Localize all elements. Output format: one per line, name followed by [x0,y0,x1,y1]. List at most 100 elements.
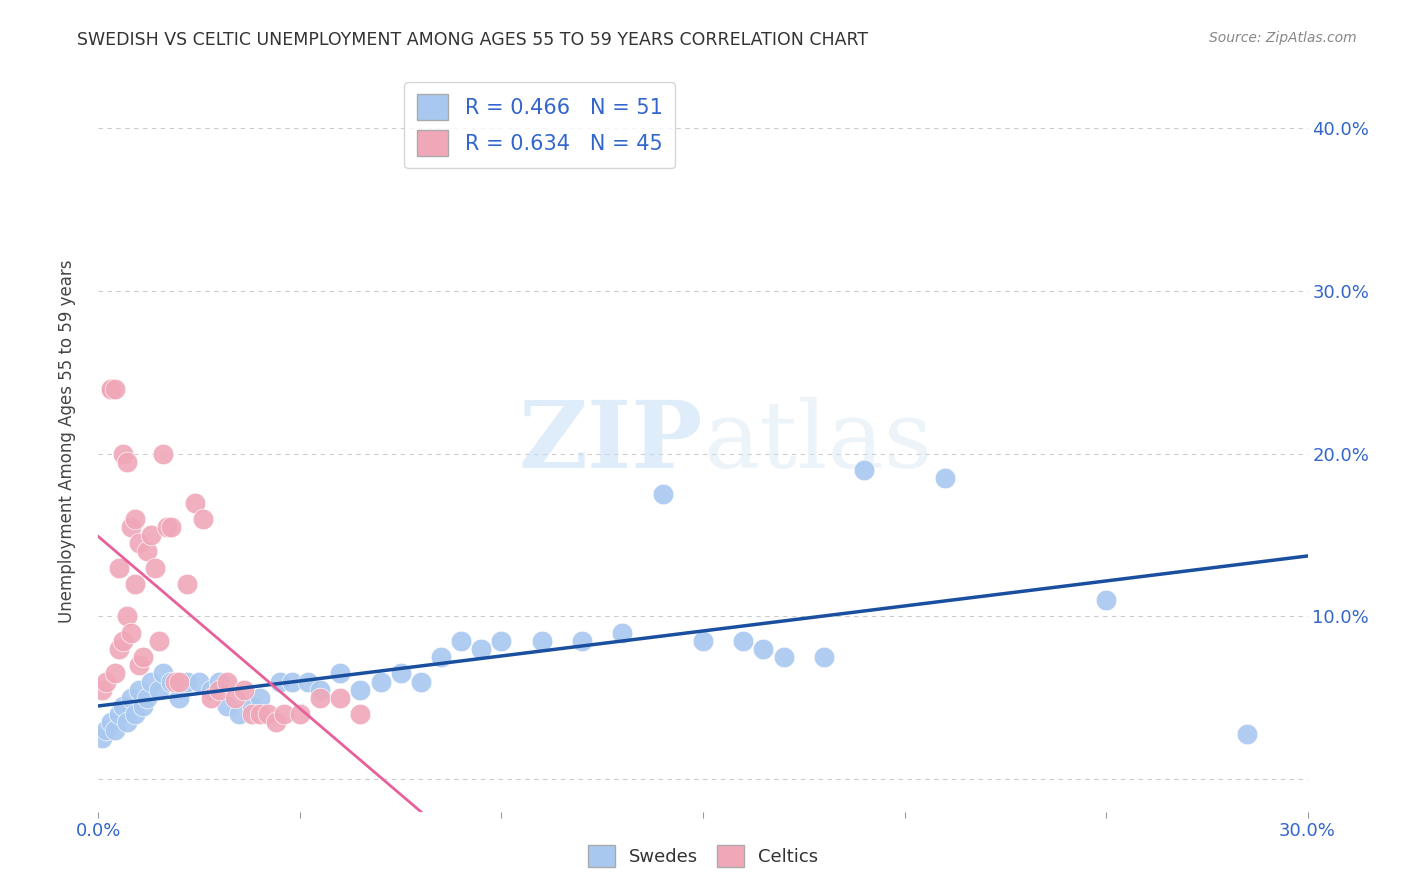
Point [107,642,129,657]
Point [160,674,183,689]
Point [184,495,207,509]
Point [349,682,371,697]
Point [273,707,295,722]
Point [409,674,432,689]
Point [288,707,311,722]
Point [309,682,332,697]
Point [934,471,956,485]
Point [152,447,174,461]
Point [167,674,190,689]
Point [132,650,155,665]
Point [111,447,134,461]
Point [128,682,150,697]
Point [813,650,835,665]
Point [208,674,231,689]
Point [91,682,114,697]
Point [120,625,142,640]
Point [135,690,157,705]
Point [103,723,125,738]
Point [124,577,146,591]
Point [349,707,371,722]
Point [309,690,332,705]
Point [208,682,231,697]
Point [120,690,142,705]
Point [232,682,254,697]
Point [1236,726,1258,740]
Point [281,674,304,689]
Point [193,512,215,526]
Point [148,633,170,648]
Point [188,674,211,689]
Point [470,642,492,657]
Point [148,682,170,697]
Point [200,690,222,705]
Point [100,382,122,396]
Point [143,560,166,574]
Point [124,512,146,526]
Point [249,707,271,722]
Point [571,633,593,648]
Point [224,690,246,705]
Point [651,487,673,501]
Point [128,536,150,550]
Point [91,731,114,746]
Point [111,633,134,648]
Point [176,577,198,591]
Point [264,715,287,730]
Point [96,674,118,689]
Point [256,707,278,722]
Point [853,463,876,477]
Point [217,698,239,713]
Legend: R = 0.466   N = 51, R = 0.634   N = 45: R = 0.466 N = 51, R = 0.634 N = 45 [405,82,675,168]
Point [752,642,775,657]
Point [370,674,392,689]
Point [530,633,553,648]
Point [107,560,129,574]
Point [430,650,453,665]
Point [115,715,138,730]
Point [176,674,198,689]
Legend: Swedes, Celtics: Swedes, Celtics [581,838,825,874]
Point [269,674,291,689]
Text: atlas: atlas [703,397,932,486]
Point [107,707,129,722]
Point [100,382,122,396]
Point [772,650,794,665]
Text: SWEDISH VS CELTIC UNEMPLOYMENT AMONG AGES 55 TO 59 YEARS CORRELATION CHART: SWEDISH VS CELTIC UNEMPLOYMENT AMONG AGE… [77,31,869,49]
Point [297,674,319,689]
Point [240,707,263,722]
Point [612,625,634,640]
Point [111,698,134,713]
Point [491,633,513,648]
Point [249,690,271,705]
Point [160,520,183,534]
Point [200,682,222,697]
Point [103,666,125,681]
Point [124,707,146,722]
Y-axis label: Unemployment Among Ages 55 to 59 years: Unemployment Among Ages 55 to 59 years [58,260,76,624]
Point [132,698,155,713]
Point [100,715,122,730]
Point [217,674,239,689]
Point [240,698,263,713]
Text: ZIP: ZIP [519,397,703,486]
Point [1095,593,1118,607]
Point [152,666,174,681]
Point [115,455,138,469]
Point [450,633,472,648]
Point [139,528,162,542]
Point [96,723,118,738]
Point [115,609,138,624]
Point [692,633,714,648]
Point [103,382,125,396]
Point [389,666,412,681]
Point [128,658,150,673]
Point [329,666,352,681]
Point [139,674,162,689]
Text: Source: ZipAtlas.com: Source: ZipAtlas.com [1209,31,1357,45]
Point [135,544,157,558]
Point [120,520,142,534]
Point [163,674,186,689]
Point [733,633,755,648]
Point [329,690,352,705]
